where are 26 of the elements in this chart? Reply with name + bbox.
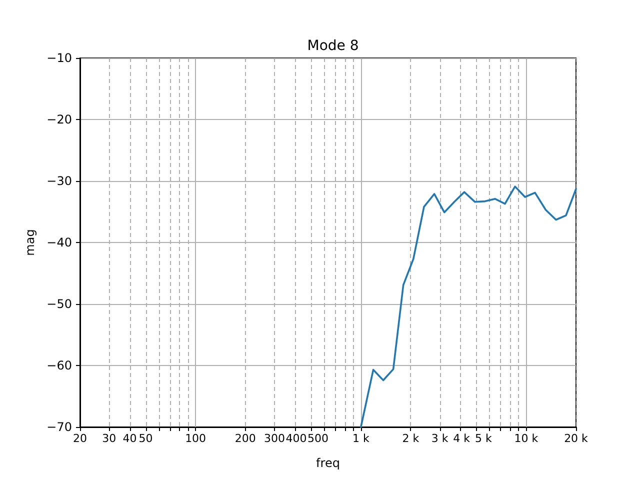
y-tick-label: −10 bbox=[46, 51, 72, 65]
y-tick-label: −70 bbox=[46, 420, 72, 434]
x-tick-label: 20 bbox=[73, 432, 87, 445]
x-tick-label: 40 bbox=[122, 432, 137, 445]
x-tick-label: 50 bbox=[138, 432, 153, 445]
x-tick-label: 10 k bbox=[514, 432, 539, 445]
x-tick-label: 400 bbox=[286, 432, 307, 445]
x-tick-label: 500 bbox=[308, 432, 329, 445]
x-tick-label: 5 k bbox=[474, 432, 492, 445]
x-tick-label: 200 bbox=[234, 432, 256, 445]
x-tick-label: 3 k bbox=[431, 432, 449, 445]
x-tick-label: 100 bbox=[185, 432, 206, 445]
x-tick-label: 2 k bbox=[402, 432, 420, 445]
chart-title: Mode 8 bbox=[307, 38, 359, 54]
x-tick-label: 1 k bbox=[352, 432, 370, 445]
y-axis-title: mag bbox=[22, 229, 37, 256]
x-tick-label: 30 bbox=[102, 432, 116, 445]
y-tick-label: −30 bbox=[46, 174, 72, 188]
y-tick-label: −20 bbox=[46, 112, 72, 126]
y-tick-label: −40 bbox=[46, 236, 72, 250]
x-tick-label: 20 k bbox=[564, 432, 589, 445]
x-axis-title: freq bbox=[316, 456, 340, 470]
x-tick-label: 300 bbox=[264, 432, 285, 445]
y-tick-label: −60 bbox=[46, 358, 72, 372]
x-tick-label: 4 k bbox=[453, 432, 471, 445]
y-tick-label: −50 bbox=[46, 297, 72, 311]
